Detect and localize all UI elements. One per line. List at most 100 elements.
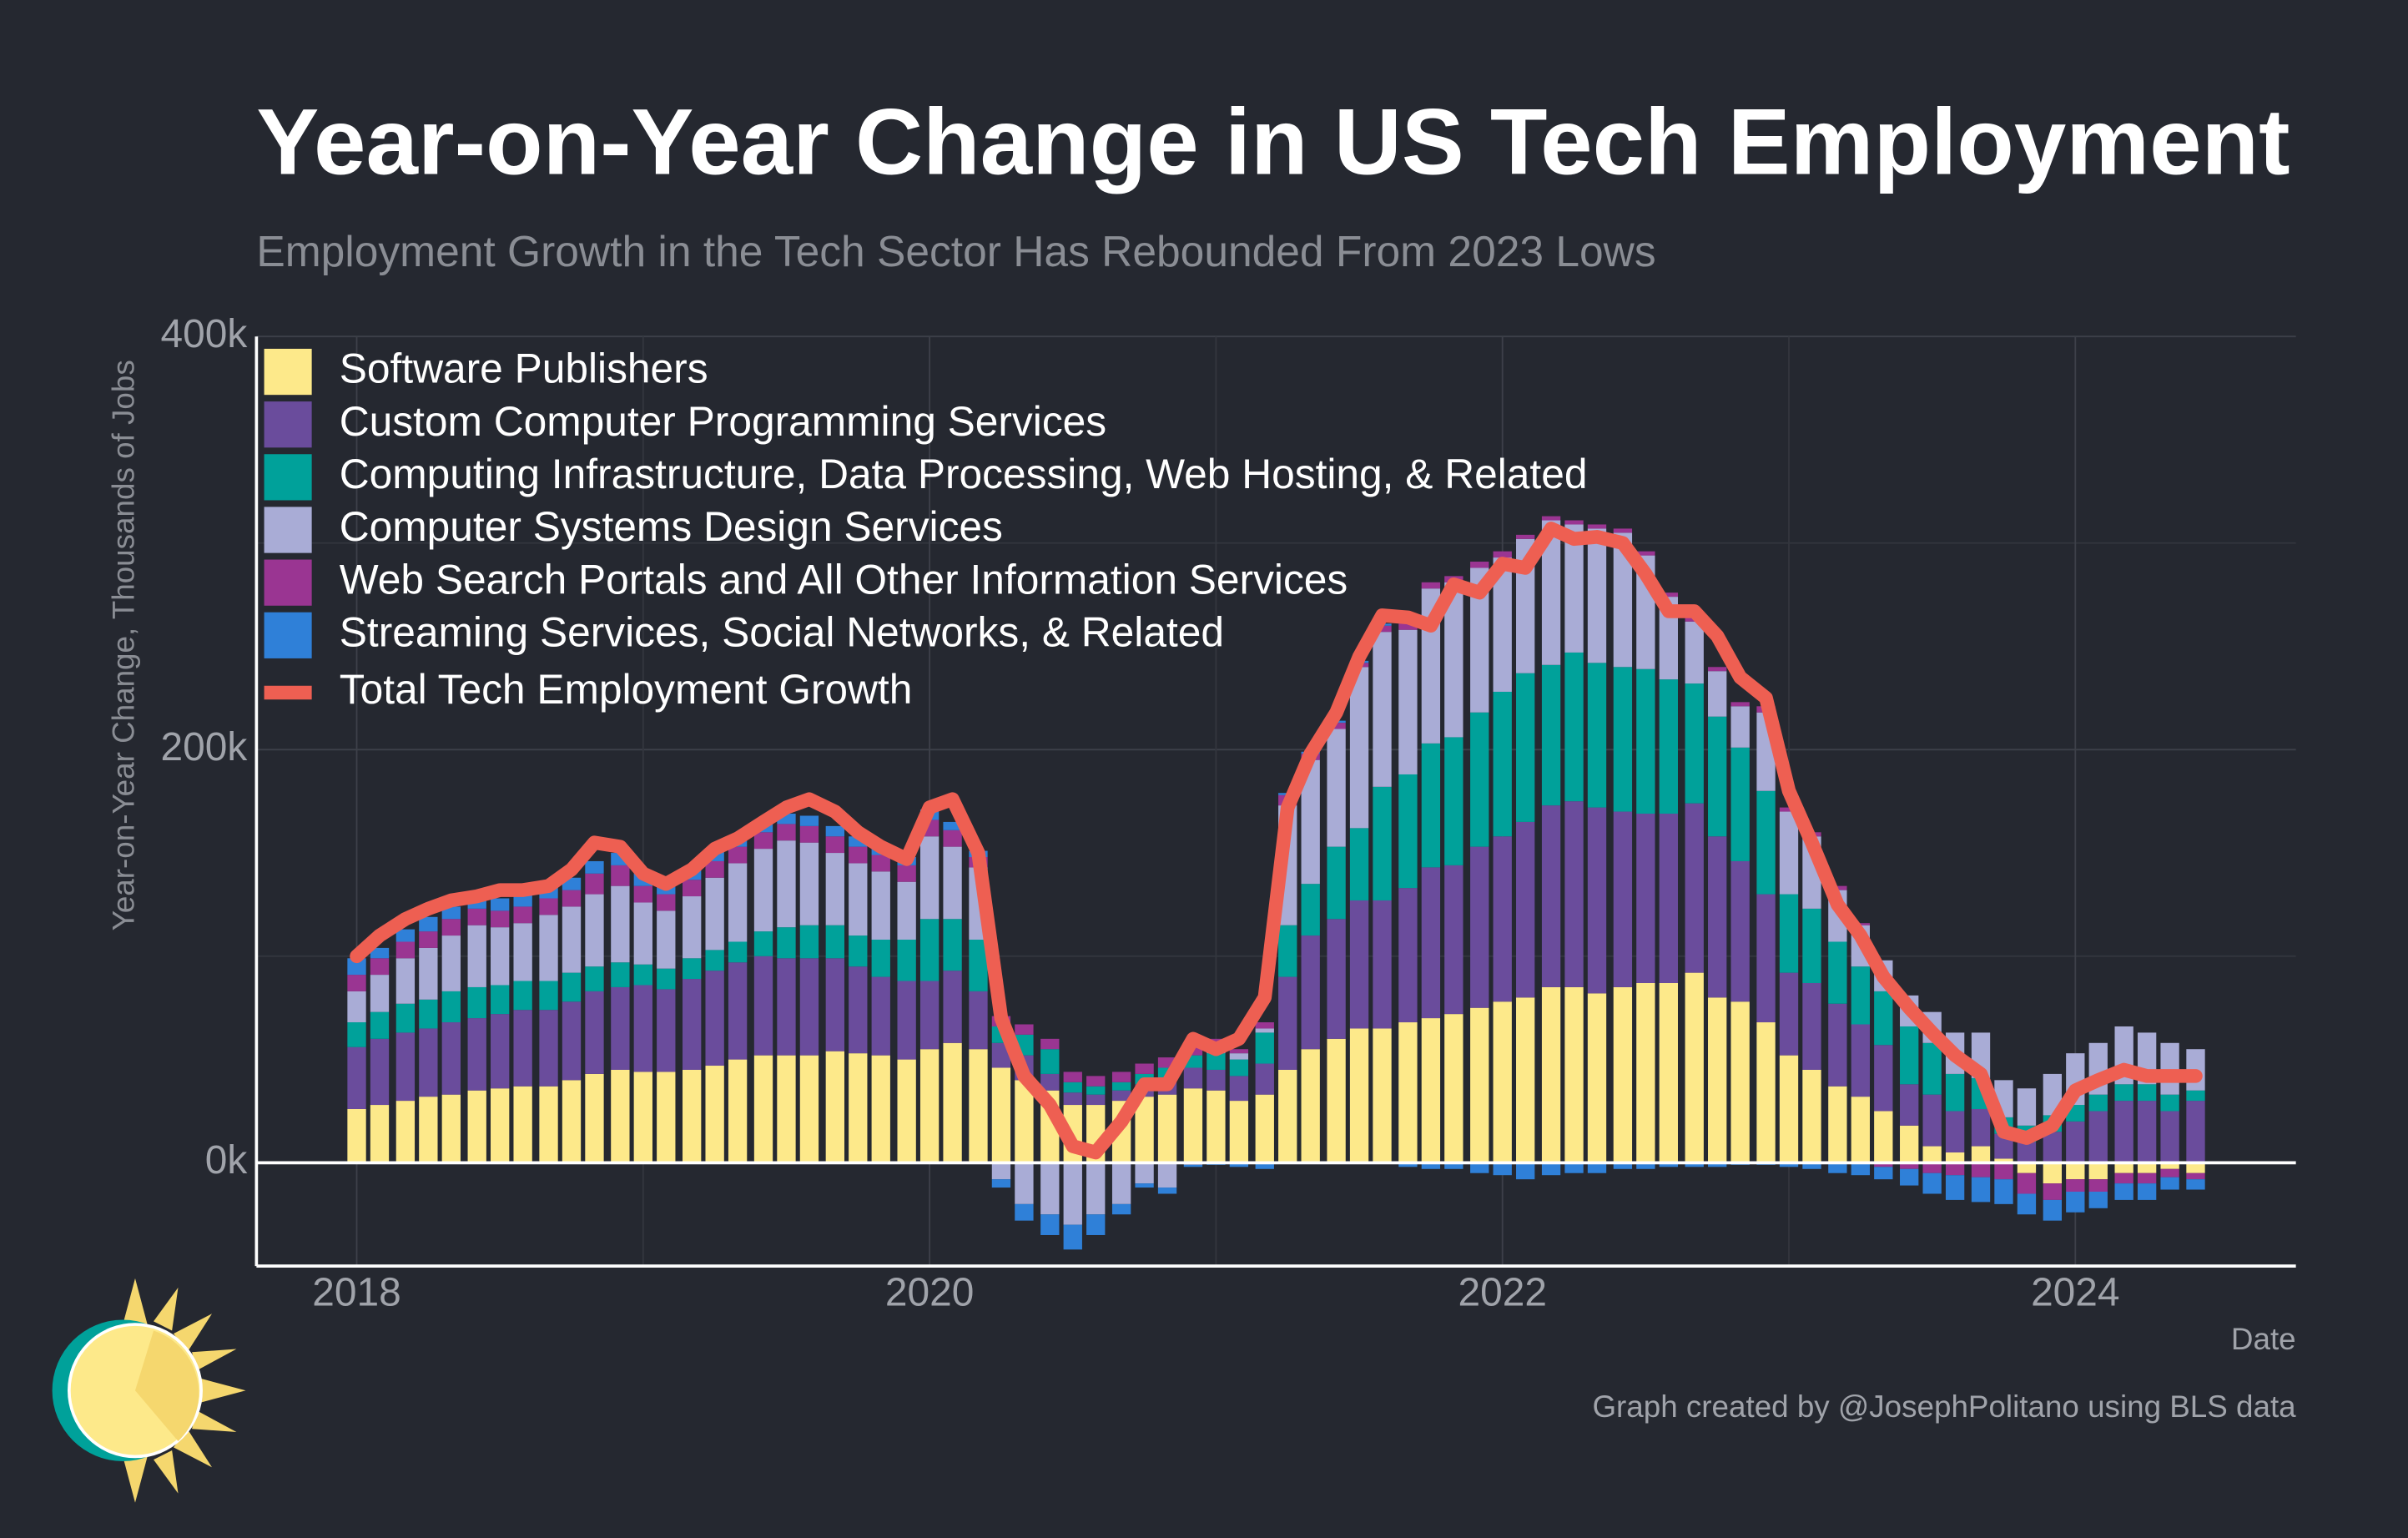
bar-segment — [1444, 737, 1463, 865]
bar-segment — [777, 1055, 796, 1163]
bar-segment — [467, 986, 486, 1019]
bar-segment — [585, 991, 604, 1074]
bar-segment — [1278, 925, 1297, 977]
bar-segment — [1874, 991, 1893, 1046]
bar-segment — [1349, 900, 1369, 1029]
bar-segment — [2137, 1172, 2157, 1184]
bar-segment — [1851, 966, 1870, 1025]
bar-segment — [2017, 1172, 2037, 1194]
bar-segment — [2186, 1101, 2205, 1163]
bar-segment — [1922, 1094, 1942, 1147]
bar-segment — [897, 981, 916, 1060]
bar-segment — [1183, 1067, 1203, 1089]
bar-segment — [539, 1086, 558, 1163]
bar-segment — [1493, 1162, 1512, 1176]
bar-segment — [370, 1011, 390, 1039]
bar-segment — [683, 979, 702, 1070]
bar-segment — [1040, 1214, 1060, 1235]
bar-segment — [1398, 629, 1418, 774]
bar-segment — [1229, 1049, 1249, 1054]
bar-segment — [441, 935, 461, 991]
bar-segment — [347, 991, 366, 1023]
bar-segment — [1135, 1063, 1154, 1074]
bar-segment — [1587, 663, 1607, 808]
bar-segment — [611, 1069, 630, 1163]
bar-segment — [1900, 1125, 1919, 1163]
bar-segment — [871, 1055, 890, 1163]
bar-segment — [1063, 1082, 1082, 1093]
bar-segment — [705, 860, 724, 878]
x-axis-title: Date — [2231, 1322, 2296, 1356]
bar-segment — [467, 1018, 486, 1091]
bar-segment — [1493, 551, 1512, 558]
bar-segment — [2114, 1084, 2133, 1102]
bar-segment — [419, 1028, 438, 1097]
bar-segment — [1373, 900, 1392, 1029]
bar-segment — [943, 821, 962, 830]
bar-segment — [1207, 1038, 1226, 1043]
bar-segment — [2137, 1084, 2157, 1102]
bar-segment — [2114, 1183, 2133, 1200]
bar-segment — [799, 958, 819, 1056]
bar-segment — [1444, 865, 1463, 1015]
bar-segment — [799, 925, 819, 959]
bar-segment — [1255, 1063, 1274, 1095]
bar-segment — [1708, 997, 1727, 1163]
bar-segment — [1229, 1053, 1249, 1060]
bar-segment — [849, 966, 868, 1054]
bar-segment — [753, 956, 773, 1056]
legend-label: Custom Computer Programming Services — [340, 398, 1106, 445]
bar-segment — [657, 894, 676, 911]
bar-segment — [1564, 986, 1584, 1163]
bar-segment — [633, 964, 652, 986]
bar-segment — [491, 927, 510, 986]
bar-segment — [1086, 1094, 1106, 1106]
bar-segment — [513, 1086, 532, 1163]
bar-segment — [1063, 1072, 1082, 1082]
bar-segment — [539, 981, 558, 1011]
bar-segment — [562, 1080, 582, 1163]
bar-segment — [1613, 667, 1633, 812]
bar-segment — [467, 925, 486, 987]
bar-segment — [871, 855, 890, 872]
bar-segment — [2114, 1162, 2133, 1173]
bar-segment — [728, 962, 748, 1060]
bar-segment — [2043, 1183, 2063, 1200]
bar-segment — [1398, 774, 1418, 889]
y-tick-label: 200k — [161, 725, 248, 769]
bar-segment — [777, 840, 796, 928]
bar-segment — [441, 906, 461, 920]
bar-segment — [1756, 894, 1776, 1023]
bar-segment — [1301, 759, 1320, 885]
bar-segment — [2114, 1101, 2133, 1163]
bar-segment — [1421, 743, 1441, 868]
legend-label: Web Search Portals and All Other Informa… — [340, 556, 1348, 603]
bar-segment — [2017, 1088, 2037, 1126]
bar-segment — [1874, 1162, 1893, 1167]
bar-segment — [683, 896, 702, 959]
bar-segment — [1708, 836, 1727, 998]
bar-segment — [943, 846, 962, 920]
legend-swatch — [264, 401, 312, 448]
bar-segment — [1564, 1162, 1584, 1173]
bar-segment — [395, 929, 416, 942]
bar-segment — [2137, 1162, 2157, 1173]
bar-segment — [1636, 814, 1655, 983]
bar-segment — [943, 1042, 962, 1163]
bar-segment — [969, 1049, 988, 1163]
bar-segment — [1516, 821, 1535, 998]
bar-segment — [491, 1088, 510, 1163]
bar-segment — [513, 906, 532, 924]
bar-segment — [1613, 811, 1633, 987]
bar-segment — [395, 1032, 416, 1102]
bar-segment — [1015, 1080, 1034, 1163]
bar-segment — [395, 1003, 416, 1033]
bar-segment — [1779, 807, 1799, 812]
bar-segment — [1327, 729, 1346, 847]
legend-label: Computer Systems Design Services — [340, 503, 1003, 550]
bar-segment — [1945, 1162, 1965, 1176]
bar-segment — [1900, 1084, 1919, 1126]
bar-segment — [1564, 524, 1584, 653]
bar-segment — [1327, 846, 1346, 920]
bar-segment — [1301, 935, 1320, 1050]
